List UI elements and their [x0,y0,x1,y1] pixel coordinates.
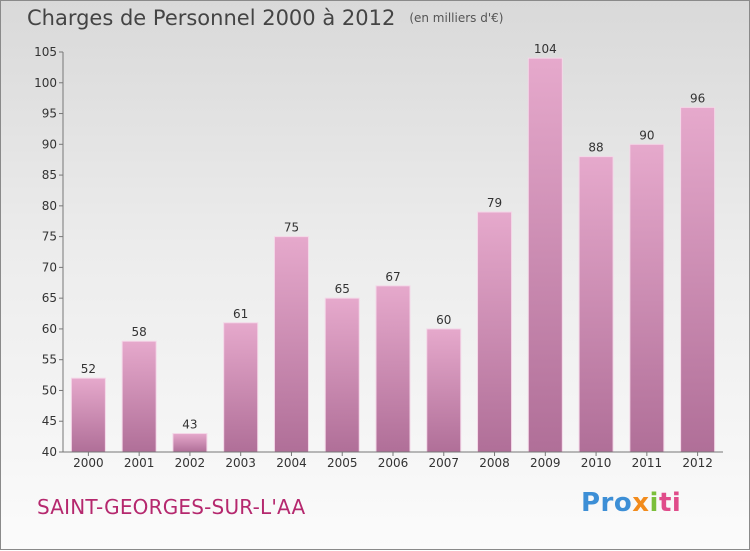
y-tick-label: 65 [42,291,57,305]
bar-value-label: 58 [132,325,147,339]
bar [527,57,563,453]
x-tick-label: 2001 [124,456,155,470]
axes-group: 40 45 50 55 60 65 70 75 80 85 90 95 100 105 2000 2001 20… [34,45,723,470]
chart-subtitle: (en milliers d'€) [409,11,504,25]
x-tick-label: 2011 [632,456,663,470]
y-tick-label: 40 [42,445,57,459]
bar-value-label: 61 [233,307,248,321]
chart-title: Charges de Personnel 2000 à 2012 (en mill… [27,6,503,30]
bar [121,340,157,453]
bar [477,211,513,453]
y-tick-label: 85 [42,168,57,182]
bar-value-label: 43 [182,418,197,432]
bar-value-label: 104 [534,42,557,56]
y-tick-label: 105 [34,45,57,59]
x-tick-label: 2010 [581,456,612,470]
bar [223,322,259,453]
y-tick-label: 70 [42,260,57,274]
bar-value-label: 60 [436,313,451,327]
y-tick-label: 80 [42,199,57,213]
x-tick-label: 2002 [175,456,206,470]
bar [629,143,665,453]
bar-value-label: 88 [588,141,603,155]
x-tick-label: 2000 [73,456,104,470]
x-tick-label: 2007 [428,456,459,470]
x-tick-label: 2003 [225,456,256,470]
x-tick-label: 2006 [378,456,409,470]
y-tick-label: 60 [42,322,57,336]
y-tick-label: 95 [42,107,57,121]
y-tick-label: 55 [42,353,57,367]
bar-value-label: 65 [335,282,350,296]
x-tick-label: 2005 [327,456,358,470]
chart-title-text: Charges de Personnel 2000 à 2012 [27,6,396,30]
x-tick-label: 2004 [276,456,307,470]
y-tick-label: 90 [42,137,57,151]
bar [578,156,614,453]
bar [426,328,462,453]
y-tick-label: 45 [42,414,57,428]
bar-value-label: 67 [385,270,400,284]
bar [70,377,106,453]
bar [273,236,309,453]
bar [680,106,716,453]
bar-value-label: 90 [639,128,654,142]
x-tick-label: 2008 [479,456,510,470]
y-tick-label: 75 [42,230,57,244]
x-tick-label: 2012 [682,456,713,470]
x-tick-label: 2009 [530,456,561,470]
y-tick-label: 50 [42,383,57,397]
y-tick-label: 100 [34,76,57,90]
bar-value-label: 96 [690,91,705,105]
bars-group: 52 58 43 61 75 65 67 60 79 104 88 90 96 [70,42,716,453]
proxiti-logo[interactable]: Proxiti [581,488,682,518]
bar [375,285,411,453]
location-name: SAINT-GEORGES-SUR-L'AA [37,495,306,519]
bar [172,433,208,453]
bar-value-label: 52 [81,362,96,376]
bar-value-label: 79 [487,196,502,210]
bar [324,297,360,453]
bar-value-label: 75 [284,221,299,235]
